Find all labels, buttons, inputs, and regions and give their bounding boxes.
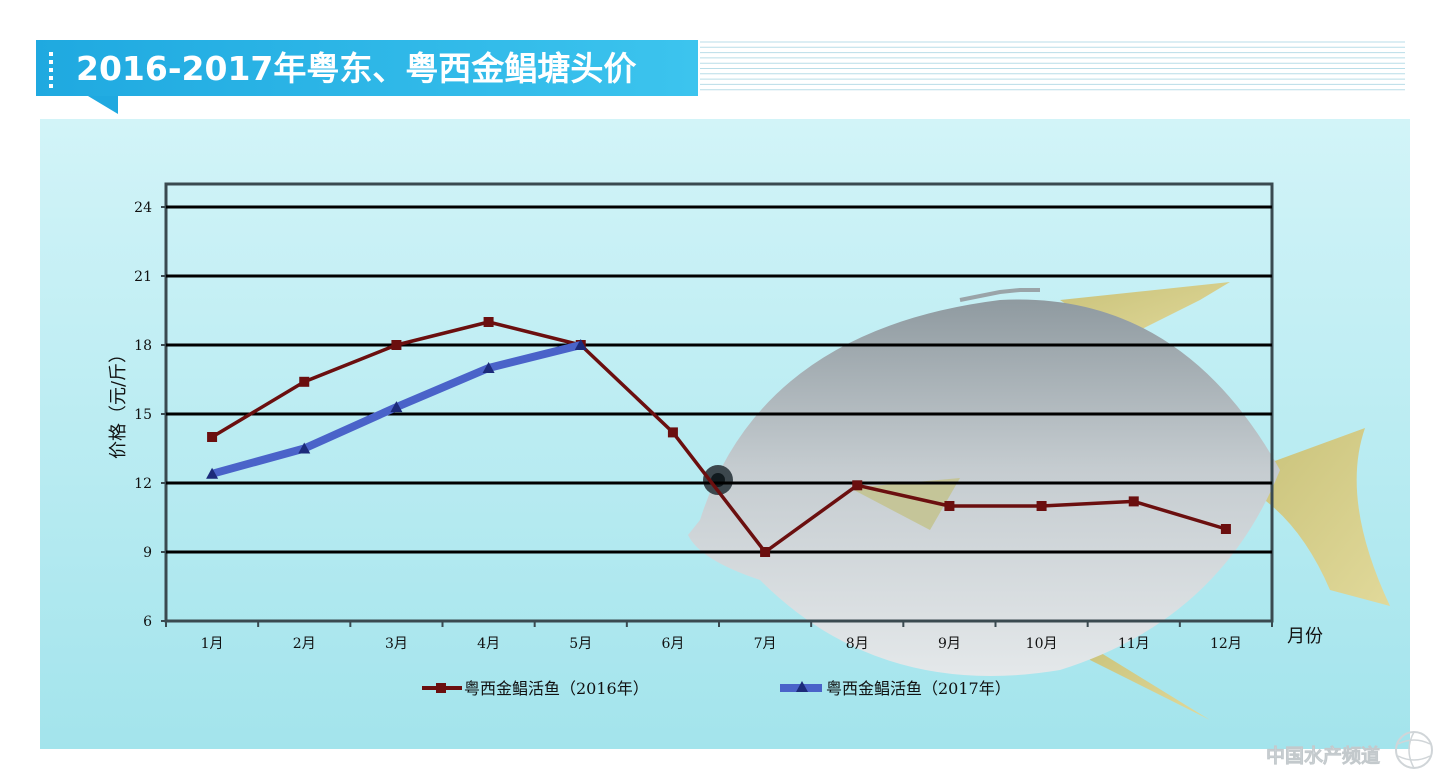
x-tick-label: 11月 xyxy=(1118,636,1150,652)
series-2017-point xyxy=(206,467,219,479)
y-tick-label: 18 xyxy=(134,338,152,354)
series-2016-point xyxy=(483,317,494,327)
y-tick-label: 6 xyxy=(143,614,152,630)
x-tick-label: 5月 xyxy=(569,636,592,652)
series-2016-line xyxy=(211,320,1227,554)
legend: 粤西金鲳活鱼（2016年） 粤西金鲳活鱼（2017年） xyxy=(422,679,1011,698)
series-layer xyxy=(206,317,1231,557)
y-tick-label: 9 xyxy=(143,545,152,561)
x-tick-label: 7月 xyxy=(754,636,777,652)
series-2017-point xyxy=(390,401,403,413)
watermark-text: 中国水产频道 xyxy=(1266,744,1380,767)
series-2016-point xyxy=(299,376,310,387)
legend-item-2016: 粤西金鲳活鱼（2016年） xyxy=(422,679,649,698)
watermark-globe-icon xyxy=(1395,731,1433,769)
x-tick-label: 9月 xyxy=(938,636,961,652)
y-tick-label: 15 xyxy=(134,407,152,423)
series-2016-point xyxy=(207,432,218,442)
x-tick-label: 8月 xyxy=(846,636,869,652)
x-axis-ticks: 1月 2月 3月 4月 5月 6月 7月 8月 9月 10月 11月 12月 xyxy=(165,621,1273,652)
x-tick-label: 6月 xyxy=(661,636,684,652)
x-tick-label: 12月 xyxy=(1210,636,1242,652)
series-2017-point xyxy=(482,362,495,373)
x-tick-label: 10月 xyxy=(1026,636,1058,652)
series-2016-point xyxy=(852,480,863,491)
y-axis-title: 价格（元/斤） xyxy=(108,345,129,459)
grid-lines xyxy=(166,205,1272,554)
x-tick-label: 2月 xyxy=(293,636,316,652)
legend-item-2017: 粤西金鲳活鱼（2017年） xyxy=(780,679,1011,698)
watermark: 中国水产频道 xyxy=(1266,731,1433,769)
y-axis-ticks: 6 9 12 15 18 21 24 xyxy=(134,200,166,630)
legend-label-2016: 粤西金鲳活鱼（2016年） xyxy=(464,679,649,698)
series-2016-point xyxy=(391,340,402,350)
title-band: 2016-2017年粤东、粤西金鲳塘头价 xyxy=(36,40,698,114)
series-2017-point xyxy=(574,339,587,350)
series-2016-point xyxy=(667,427,678,438)
chart-title: 2016-2017年粤东、粤西金鲳塘头价 xyxy=(76,49,636,88)
fish-illustration xyxy=(688,282,1390,720)
x-tick-label: 4月 xyxy=(477,636,500,652)
series-2016-point xyxy=(1220,524,1231,534)
y-tick-label: 21 xyxy=(134,269,152,285)
y-tick-label: 24 xyxy=(134,200,152,216)
series-2016-point xyxy=(1036,501,1047,511)
series-2016-point xyxy=(1128,496,1139,507)
x-axis-title: 月份 xyxy=(1287,626,1323,647)
y-tick-label: 12 xyxy=(134,476,152,492)
series-2016-point xyxy=(944,501,955,511)
series-2016-point xyxy=(760,547,771,557)
legend-label-2017: 粤西金鲳活鱼（2017年） xyxy=(826,679,1011,698)
x-tick-label: 3月 xyxy=(385,636,408,652)
series-2017-point xyxy=(298,442,311,454)
title-dots xyxy=(49,52,53,88)
x-tick-label: 1月 xyxy=(201,636,224,652)
decorative-stripes xyxy=(700,41,1405,91)
